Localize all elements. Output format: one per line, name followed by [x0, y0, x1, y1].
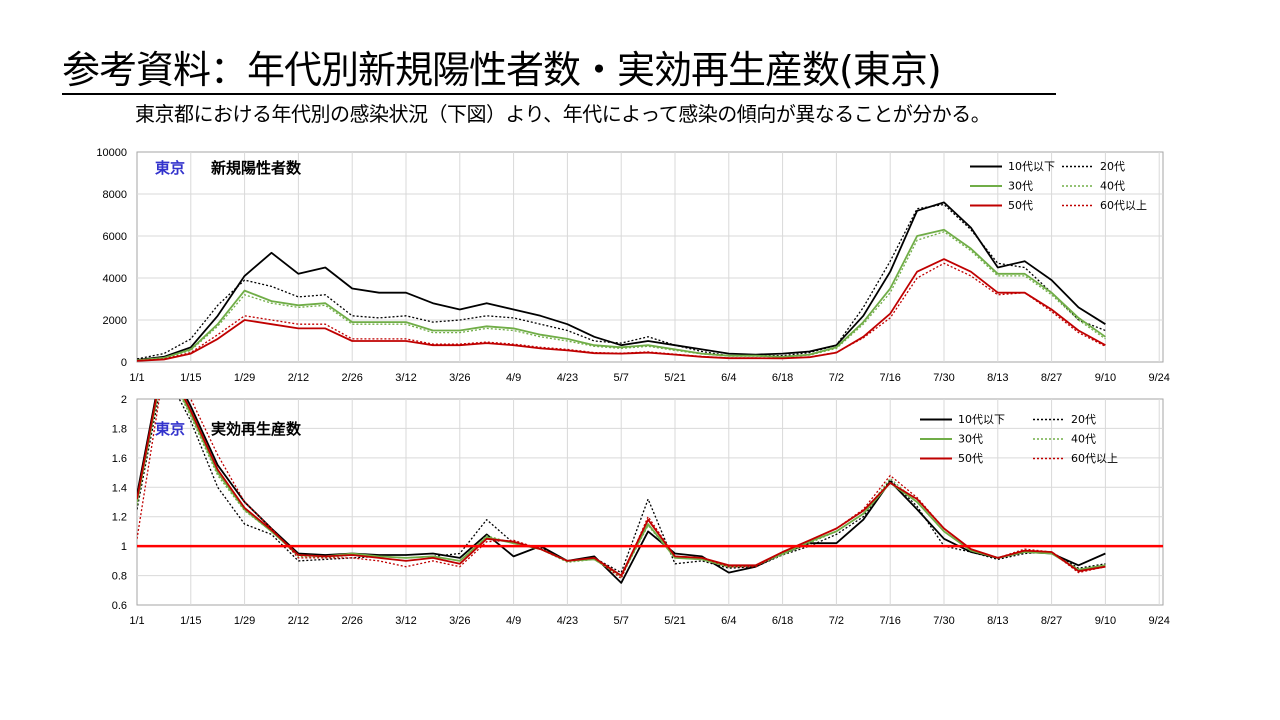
x-tick-label: 8/13 — [987, 615, 1008, 627]
x-tick-label: 1/15 — [180, 615, 201, 627]
chart-name: 実効再生産数 — [211, 420, 302, 438]
x-tick-label: 9/10 — [1095, 615, 1116, 627]
y-tick-label: 1.2 — [112, 512, 127, 524]
x-tick-label: 3/12 — [395, 615, 416, 627]
legend-label: 60代以上 — [1100, 199, 1147, 212]
x-tick-label: 3/26 — [449, 372, 470, 384]
x-tick-label: 7/2 — [829, 615, 844, 627]
legend-label: 10代以下 — [1008, 160, 1055, 173]
x-tick-label: 8/13 — [987, 372, 1008, 384]
series-line-60代以上 — [137, 262, 1106, 362]
x-tick-label: 6/4 — [721, 615, 736, 627]
y-tick-label: 1.4 — [112, 482, 127, 494]
series-line-40代 — [137, 231, 1106, 362]
x-tick-label: 4/23 — [557, 372, 578, 384]
y-tick-label: 0.8 — [112, 571, 127, 583]
legend: 10代以下 20代 30代 40代 50代 60代以上 — [920, 413, 1118, 465]
x-tick-label: 7/16 — [879, 615, 900, 627]
x-tick-label: 6/18 — [772, 372, 793, 384]
y-tick-label: 1.8 — [112, 423, 127, 435]
x-tick-label: 7/30 — [933, 615, 954, 627]
x-tick-label: 4/9 — [506, 615, 521, 627]
legend-label: 30代 — [1008, 180, 1033, 193]
series-line-60代以上 — [137, 399, 1106, 580]
y-tick-label: 2 — [121, 394, 127, 406]
x-tick-label: 6/4 — [721, 372, 736, 384]
region-tag: 東京 — [155, 420, 185, 438]
reproduction-number-chart: 1/1 1/15 1/29 2/12 2/26 3/12 3/26 4/9 4/23 5/7 5/2… — [112, 394, 1170, 627]
x-tick-label: 9/24 — [1148, 615, 1169, 627]
series-line-10代以下 — [137, 399, 1106, 584]
chart-name: 新規陽性者数 — [211, 159, 302, 177]
y-tick-label: 2000 — [103, 315, 127, 327]
y-tick-label: 10000 — [96, 147, 127, 159]
legend-label: 40代 — [1100, 180, 1125, 193]
series-line-30代 — [137, 228, 1106, 362]
y-tick-label: 4000 — [103, 273, 127, 285]
page-title: 参考資料：年代別新規陽性者数・実効再生産数(東京) — [62, 48, 942, 92]
x-tick-label: 7/30 — [933, 372, 954, 384]
x-tick-label: 4/23 — [557, 615, 578, 627]
legend-label: 20代 — [1100, 160, 1125, 173]
x-tick-label: 1/1 — [129, 372, 144, 384]
y-tick-label: 6000 — [103, 231, 127, 243]
x-tick-label: 1/1 — [129, 615, 144, 627]
x-tick-label: 8/27 — [1041, 615, 1062, 627]
x-tick-label: 4/9 — [506, 372, 521, 384]
x-tick-label: 2/12 — [288, 615, 309, 627]
title-underline — [62, 93, 1056, 95]
legend-label: 30代 — [958, 433, 983, 446]
series-line-10代以下 — [137, 201, 1106, 361]
x-tick-label: 3/26 — [449, 615, 470, 627]
x-tick-label: 5/7 — [614, 372, 629, 384]
x-tick-label: 5/21 — [664, 615, 685, 627]
x-tick-label: 6/18 — [772, 615, 793, 627]
legend-label: 60代以上 — [1071, 452, 1118, 465]
legend-label: 20代 — [1071, 413, 1096, 426]
x-tick-label: 5/7 — [614, 615, 629, 627]
new-cases-chart: 1/1 1/15 1/29 2/12 2/26 3/12 3/26 4/9 4/23 5/7 5/2… — [96, 147, 1170, 384]
x-tick-label: 9/10 — [1095, 372, 1116, 384]
legend-label: 50代 — [958, 452, 983, 465]
x-tick-label: 2/12 — [288, 372, 309, 384]
x-tick-label: 1/29 — [234, 372, 255, 384]
legend-label: 10代以下 — [958, 413, 1005, 426]
x-tick-label: 8/27 — [1041, 372, 1062, 384]
y-tick-label: 0.6 — [112, 600, 127, 612]
x-tick-label: 1/29 — [234, 615, 255, 627]
x-tick-label: 9/24 — [1148, 372, 1169, 384]
x-tick-label: 1/15 — [180, 372, 201, 384]
legend: 10代以下 20代 30代 40代 50代 60代以上 — [970, 160, 1147, 212]
x-tick-label: 5/21 — [664, 372, 685, 384]
x-tick-label: 7/2 — [829, 372, 844, 384]
y-tick-label: 1 — [121, 541, 127, 553]
x-tick-label: 7/16 — [879, 372, 900, 384]
series-group — [137, 201, 1106, 362]
page-subtitle: 東京都における年代別の感染状況（下図）より、年代によって感染の傾向が異なることが… — [135, 102, 991, 126]
legend-label: 40代 — [1071, 433, 1096, 446]
y-tick-label: 0 — [121, 357, 127, 369]
x-tick-label: 3/12 — [395, 372, 416, 384]
series-line-20代 — [137, 203, 1106, 360]
x-tick-label: 2/26 — [341, 372, 362, 384]
x-tick-label: 2/26 — [341, 615, 362, 627]
y-tick-label: 8000 — [103, 189, 127, 201]
region-tag: 東京 — [155, 159, 185, 177]
y-tick-label: 1.6 — [112, 453, 127, 465]
legend-label: 50代 — [1008, 199, 1033, 212]
